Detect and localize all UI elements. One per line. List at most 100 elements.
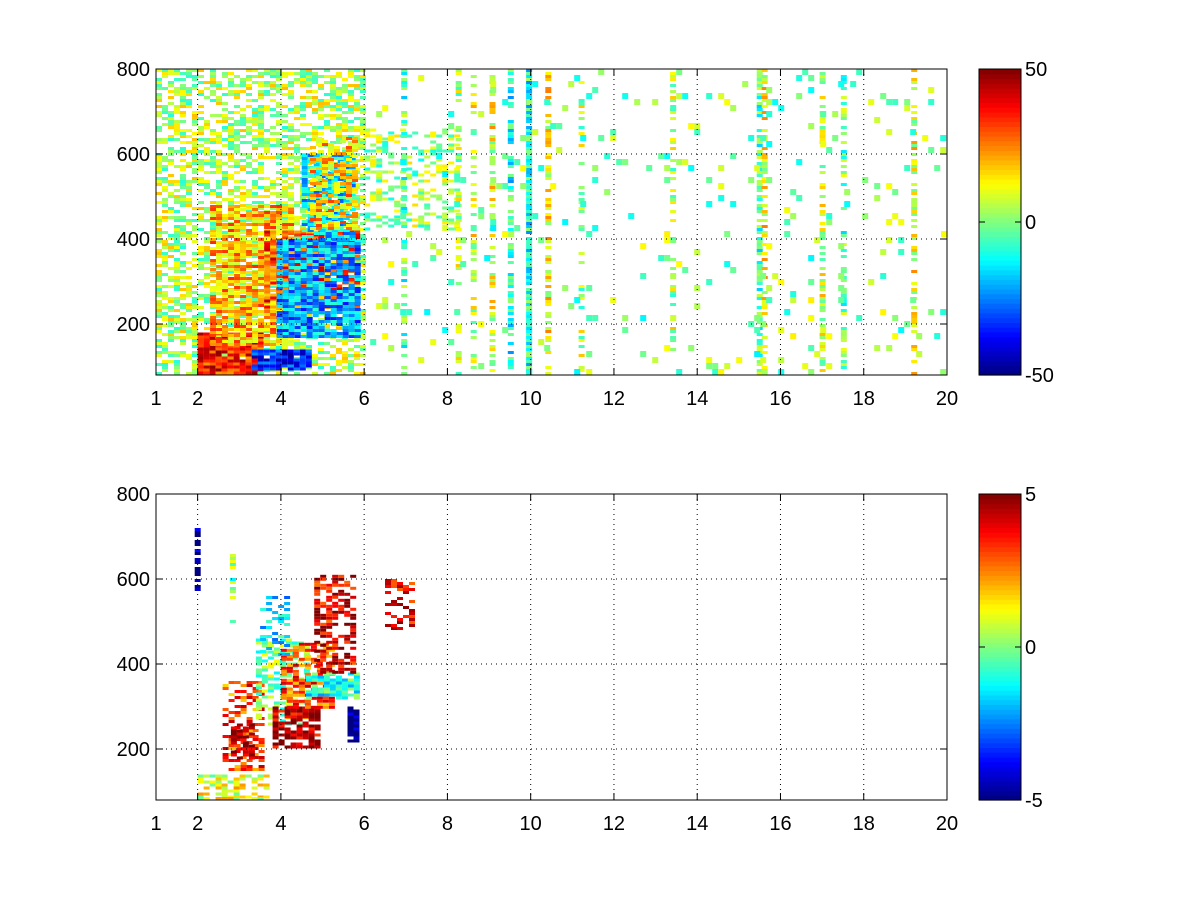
heatmap-cell	[336, 339, 342, 342]
heatmap-cell	[174, 309, 180, 312]
heatmap-cell	[336, 323, 343, 326]
heatmap-cell	[330, 129, 336, 132]
heatmap-cell	[401, 207, 408, 210]
heatmap-cell	[216, 283, 223, 286]
heatmap-cell	[216, 253, 223, 256]
heatmap-cell	[264, 105, 270, 108]
heatmap-cell	[240, 340, 247, 343]
heatmap-cell	[294, 248, 301, 251]
heatmap-cell	[526, 348, 533, 351]
heatmap-cell	[252, 295, 259, 298]
heatmap-cell	[198, 159, 204, 162]
heatmap-cell	[526, 153, 533, 156]
heatmap-cell	[306, 69, 312, 72]
heatmap-cell	[325, 238, 332, 241]
heatmap-cell	[270, 180, 276, 183]
heatmap-cell	[180, 195, 186, 198]
heatmap-cell	[319, 232, 326, 235]
heatmap-cell	[216, 337, 223, 340]
heatmap-cell	[264, 328, 271, 331]
heatmap-cell	[436, 158, 443, 162]
heatmap-cell	[228, 223, 235, 226]
heatmap-cell	[258, 217, 265, 220]
heatmap-cell	[276, 84, 282, 87]
heatmap-cell	[210, 274, 217, 277]
heatmap-cell	[424, 206, 431, 210]
heatmap-cell	[592, 228, 599, 231]
heatmap-cell	[192, 264, 198, 267]
heatmap-cell	[349, 208, 356, 211]
heatmap-cell	[222, 214, 229, 217]
heatmap-cell	[174, 150, 180, 153]
heatmap-cell	[288, 220, 295, 223]
heatmap-cell	[526, 165, 533, 168]
heatmap-cell	[526, 252, 533, 255]
heatmap-cell	[294, 326, 301, 329]
heatmap-cell	[550, 186, 557, 189]
heatmap-cell	[911, 189, 918, 192]
heatmap-cell	[239, 347, 246, 351]
heatmap-cell	[911, 144, 918, 147]
heatmap-cell	[222, 244, 229, 247]
heatmap-cell	[264, 305, 271, 309]
heatmap-cell	[192, 303, 198, 306]
heatmap-cell	[288, 245, 295, 248]
heatmap-cell	[264, 287, 271, 291]
heatmap-cell	[221, 347, 228, 351]
heatmap-cell	[246, 253, 253, 256]
heatmap-cell	[604, 153, 611, 156]
heatmap-cell	[216, 223, 223, 226]
heatmap-cell	[526, 261, 533, 264]
heatmap-cell	[342, 326, 349, 329]
heatmap-cell	[664, 234, 671, 237]
heatmap-cell	[282, 311, 289, 314]
heatmap-cell	[664, 231, 671, 234]
heatmap-cell	[470, 279, 477, 282]
heatmap-cell	[382, 303, 389, 306]
heatmap-cell	[756, 252, 763, 255]
heatmap-cell	[234, 232, 241, 235]
heatmap-cell	[382, 147, 389, 150]
heatmap-cell	[186, 162, 192, 165]
heatmap-cell	[346, 137, 352, 140]
heatmap-cell	[192, 84, 198, 87]
heatmap-cell	[545, 276, 552, 279]
heatmap-cell	[401, 372, 408, 375]
heatmap-cell	[288, 293, 295, 296]
heatmap-cell	[234, 180, 240, 183]
heatmap-cell	[360, 147, 366, 150]
heatmap-cell	[325, 190, 332, 193]
heatmap-cell	[192, 336, 198, 339]
heatmap-cell	[325, 232, 332, 235]
heatmap-cell	[316, 224, 322, 227]
heatmap-cell	[216, 271, 223, 274]
heatmap-cell	[168, 309, 174, 312]
heatmap-cell	[664, 255, 671, 258]
heatmap-cell	[756, 372, 763, 375]
heatmap-cell	[234, 93, 240, 96]
heatmap-cell	[174, 111, 180, 114]
heatmap-cell	[756, 72, 763, 75]
heatmap-cell	[342, 287, 349, 290]
heatmap-cell	[545, 153, 552, 156]
heatmap-cell	[312, 326, 319, 329]
heatmap-cell	[448, 111, 455, 114]
heatmap-cell	[174, 216, 180, 219]
heatmap-cell	[455, 267, 462, 270]
heatmap-cell	[348, 269, 355, 272]
heatmap-cell	[312, 257, 319, 260]
heatmap-cell	[222, 277, 229, 280]
heatmap-cell	[424, 164, 431, 168]
heatmap-cell	[198, 177, 204, 180]
heatmap-cell	[300, 102, 306, 105]
heatmap-cell	[670, 219, 677, 222]
heatmap-cell	[538, 168, 545, 171]
heatmap-cell	[324, 126, 330, 129]
heatmap-cell	[394, 303, 401, 306]
heatmap-cell	[330, 75, 336, 78]
heatmap-cell	[258, 259, 265, 262]
heatmap-cell	[430, 243, 437, 246]
heatmap-cell	[233, 347, 240, 351]
heatmap-cell	[911, 207, 918, 210]
